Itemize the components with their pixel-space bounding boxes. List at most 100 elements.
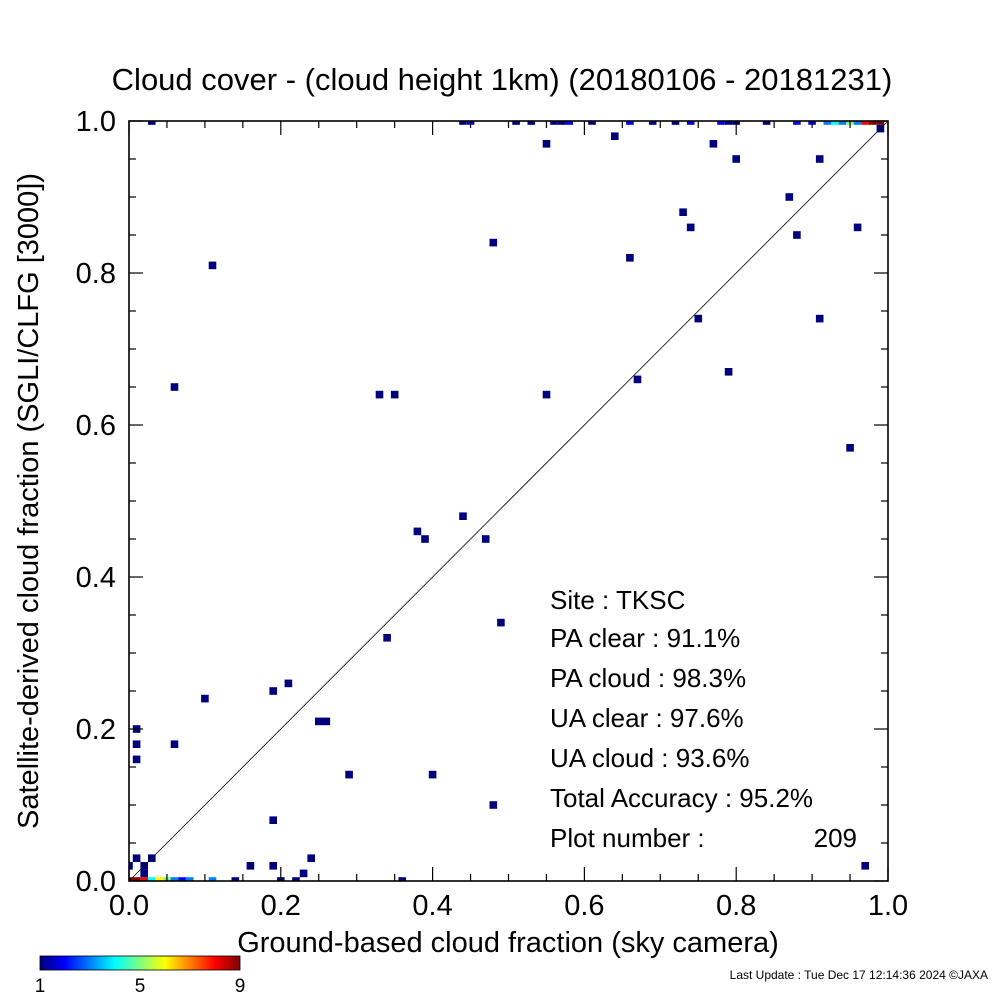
data-point xyxy=(724,368,733,376)
data-point xyxy=(201,694,209,703)
data-point xyxy=(876,121,885,125)
data-point xyxy=(428,770,437,779)
data-point xyxy=(679,208,687,216)
data-point xyxy=(815,314,824,323)
points-layer xyxy=(129,121,885,881)
colorbar-min-label: 1 xyxy=(35,976,46,997)
data-point xyxy=(413,527,422,536)
data-point xyxy=(155,877,164,881)
data-point xyxy=(869,121,877,125)
data-point xyxy=(565,121,573,125)
data-point xyxy=(861,862,869,870)
data-point xyxy=(838,121,847,125)
data-point xyxy=(299,869,308,878)
last-update-footer: Last Update : Tue Dec 17 12:14:36 2024 ©… xyxy=(729,968,988,982)
data-point xyxy=(489,801,498,809)
x-tick-label: 0.0 xyxy=(109,890,149,922)
data-point xyxy=(497,618,505,627)
data-point xyxy=(148,877,156,881)
data-point xyxy=(390,390,399,399)
ticks-layer: 0.0 0.2 0.4 0.6 0.8 1.0 0.0 0.2 0.4 0.6 0.8 1.0 xyxy=(76,106,908,922)
data-point xyxy=(481,535,490,543)
x-tick-label: 0.4 xyxy=(412,890,452,922)
data-point xyxy=(170,877,179,881)
data-point xyxy=(185,877,194,881)
y-tick-label: 0.4 xyxy=(76,562,116,594)
data-point xyxy=(140,869,148,878)
x-tick-label: 0.2 xyxy=(261,890,301,922)
stats-total-accuracy: Total Accuracy : 95.2% xyxy=(550,783,813,813)
data-point xyxy=(694,314,703,323)
data-point xyxy=(633,375,642,384)
colorbar-mid-label: 5 xyxy=(135,976,146,997)
data-point xyxy=(148,121,156,125)
data-point xyxy=(315,717,323,726)
data-point xyxy=(724,121,733,125)
data-point xyxy=(129,862,133,870)
data-point xyxy=(709,140,718,148)
data-point xyxy=(284,679,293,688)
data-point xyxy=(345,770,353,779)
stats-pa-cloud: PA cloud : 98.3% xyxy=(550,663,746,693)
data-point xyxy=(785,193,794,201)
data-point xyxy=(648,121,657,125)
stats-box: Site : TKSC PA clear : 91.1% PA cloud : … xyxy=(550,585,857,853)
y-tick-label: 0.0 xyxy=(76,866,116,898)
data-point xyxy=(823,121,832,125)
data-point xyxy=(375,390,384,399)
data-point xyxy=(269,862,277,870)
y-tick-label: 0.6 xyxy=(76,410,116,442)
data-point xyxy=(717,121,725,125)
data-point xyxy=(626,121,634,125)
data-point xyxy=(178,877,186,881)
data-point xyxy=(861,121,869,125)
stats-plot-number-label: Plot number : xyxy=(550,823,705,853)
data-point xyxy=(269,816,277,824)
data-point xyxy=(831,121,839,125)
x-tick-label: 0.6 xyxy=(564,890,604,922)
stats-ua-cloud: UA cloud : 93.6% xyxy=(550,743,749,773)
data-point xyxy=(398,877,406,881)
data-point xyxy=(170,383,179,391)
data-point xyxy=(132,854,141,862)
data-point xyxy=(246,862,255,870)
data-point xyxy=(322,717,331,726)
data-point xyxy=(208,877,217,881)
stats-plot-number-value: 209 xyxy=(814,823,857,853)
data-point xyxy=(292,877,300,881)
data-point xyxy=(626,254,634,262)
data-point xyxy=(815,155,824,163)
data-point xyxy=(208,261,217,270)
data-point xyxy=(132,755,141,764)
data-point xyxy=(132,740,141,748)
colorbar-max-label: 9 xyxy=(235,976,246,997)
data-point xyxy=(853,121,862,125)
data-point xyxy=(793,231,801,239)
data-point xyxy=(489,238,498,247)
x-tick-label: 0.8 xyxy=(716,890,756,922)
data-point xyxy=(762,121,771,125)
stats-site: Site : TKSC xyxy=(550,585,685,615)
y-tick-label: 1.0 xyxy=(76,106,116,138)
data-point xyxy=(588,121,596,125)
data-point xyxy=(512,121,520,125)
data-point xyxy=(459,512,467,520)
data-point xyxy=(686,121,695,125)
data-point xyxy=(550,121,558,125)
data-point xyxy=(846,444,854,452)
data-point xyxy=(383,634,391,642)
x-axis-label: Ground-based cloud fraction (sky camera) xyxy=(237,927,779,959)
stats-pa-clear: PA clear : 91.1% xyxy=(550,623,740,653)
data-point xyxy=(542,140,551,148)
y-tick-label: 0.2 xyxy=(76,714,116,746)
data-point xyxy=(732,155,740,163)
data-point xyxy=(269,687,277,695)
data-point xyxy=(140,877,148,881)
data-point xyxy=(307,854,315,862)
data-point xyxy=(611,132,619,140)
data-point xyxy=(459,121,467,125)
data-point xyxy=(132,877,141,881)
chart-title: Cloud cover - (cloud height 1km) (201801… xyxy=(112,62,893,97)
y-tick-label: 0.8 xyxy=(76,258,116,290)
